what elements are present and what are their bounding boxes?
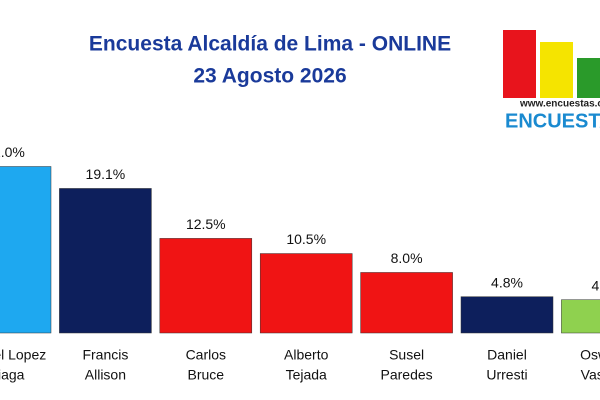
x-tick-label: Paredes — [381, 367, 433, 383]
value-label: 19.1% — [86, 166, 126, 182]
x-tick-label: Allison — [85, 367, 126, 383]
logo-name: ENCUESTAS — [505, 110, 600, 132]
value-label: 4.4% — [591, 277, 600, 293]
x-tick-label: Urresti — [486, 367, 527, 383]
value-label: 10.5% — [286, 231, 326, 247]
chart-subtitle: 23 Agosto 2026 — [193, 65, 346, 88]
x-tick-label: Tejada — [286, 367, 327, 383]
chart-title: Encuesta Alcaldía de Lima - ONLINE — [89, 33, 451, 56]
logo-bar — [577, 58, 600, 98]
x-tick-label: Aliaga — [0, 367, 25, 383]
x-tick-label: Rafael Lopez — [0, 347, 46, 363]
x-tick-label: Francis — [82, 347, 128, 363]
bar — [0, 166, 52, 334]
bar — [259, 253, 353, 334]
x-tick-label: Carlos — [186, 347, 226, 363]
logo-bar — [503, 30, 536, 98]
x-tick-label: Susel — [389, 347, 424, 363]
bar — [561, 299, 600, 334]
value-label: 12.5% — [186, 216, 226, 232]
bar — [159, 238, 253, 334]
bar — [59, 188, 152, 334]
value-label: 4.8% — [491, 274, 523, 290]
x-tick-label: Oswaldo — [580, 347, 600, 363]
logo-url: www.encuestas.com.pe — [519, 99, 600, 110]
bar — [460, 296, 554, 334]
value-label: 22.0% — [0, 144, 25, 160]
x-tick-label: Daniel — [487, 347, 527, 363]
x-tick-label: Vasquez — [581, 367, 600, 383]
x-tick-label: Bruce — [188, 367, 225, 383]
x-tick-label: Alberto — [284, 347, 329, 363]
bar — [360, 272, 453, 334]
logo: www.encuestas.com.pe ENCUESTAS — [503, 30, 600, 132]
value-label: 8.0% — [391, 250, 423, 266]
logo-bar — [540, 42, 573, 98]
